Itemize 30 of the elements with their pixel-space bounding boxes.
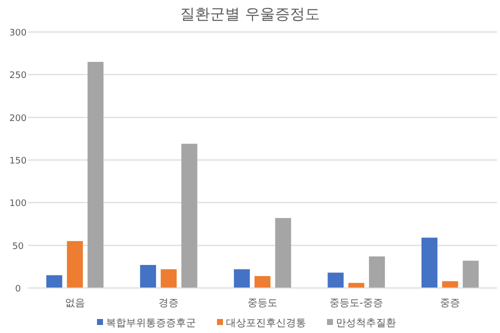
- x-tick-label: 중등도: [248, 298, 278, 309]
- chart-title: 질환군별 우울증정도: [180, 5, 320, 23]
- y-tick-label: 300: [9, 28, 27, 38]
- y-tick-label: 50: [12, 242, 24, 252]
- bar: [328, 272, 344, 288]
- y-tick-label: 200: [9, 114, 27, 124]
- legend-label: 대상포진후신경통: [226, 318, 306, 329]
- x-tick-label: 중등도-중증: [329, 298, 384, 309]
- bar: [254, 276, 270, 288]
- bar: [88, 62, 104, 288]
- bar: [140, 264, 156, 288]
- x-tick-label: 없음: [64, 298, 85, 309]
- legend-label: 복합부위통증증후군: [106, 318, 196, 329]
- bar: [66, 241, 83, 288]
- bar: [368, 256, 385, 288]
- bar: [46, 275, 62, 288]
- x-tick-label: 중증: [440, 298, 460, 309]
- bar: [442, 281, 458, 288]
- y-tick-label: 250: [9, 71, 27, 82]
- bar: [181, 144, 198, 288]
- bar: [462, 260, 479, 288]
- bar: [275, 218, 292, 288]
- bar: [160, 269, 177, 288]
- y-tick-label: 100: [9, 199, 27, 210]
- legend-label: 만성척추질환: [336, 318, 396, 329]
- x-tick-label: 경증: [158, 298, 179, 309]
- bar: [421, 238, 438, 288]
- y-tick-label: 0: [15, 284, 22, 294]
- y-tick-label: 150: [9, 156, 27, 166]
- bar: [234, 269, 250, 288]
